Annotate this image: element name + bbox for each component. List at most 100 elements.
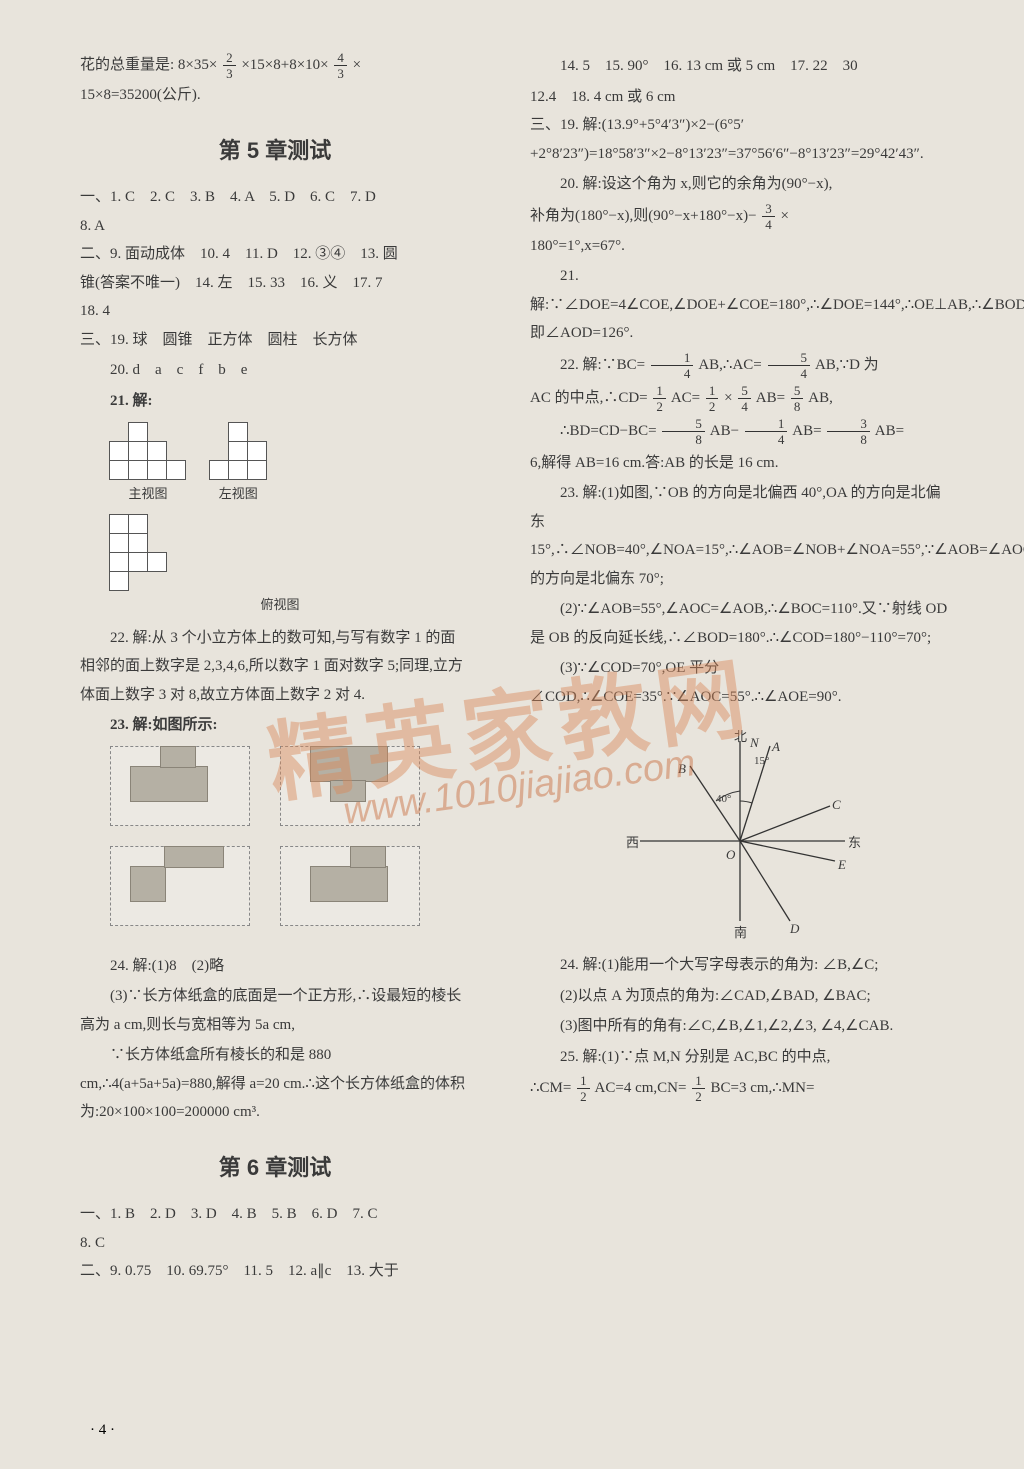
left-view: 左视图 xyxy=(210,423,267,507)
ch6-answers-2: 二、9. 0.75 10. 69.75° 11. 5 12. a∥c 13. 大… xyxy=(80,1257,470,1286)
ch5-answers-2c: 18. 4 xyxy=(80,297,470,326)
ch5-answers-1b: 8. A xyxy=(80,212,470,241)
dir-south: 南 xyxy=(734,921,747,946)
orthographic-views: 主视图 左视图 俯视图 xyxy=(80,423,470,617)
r-q22-b: AB,∴AC= xyxy=(698,356,761,372)
right-column: 14. 5 15. 90° 16. 13 cm 或 5 cm 17. 22 30… xyxy=(530,50,950,1419)
fraction-2-3: 23 xyxy=(223,50,236,81)
label-C: C xyxy=(832,793,841,818)
r-q22: 22. 解:∵BC= 14 AB,∴AC= 54 AB,∵D 为 xyxy=(530,350,950,381)
ch5-q22: 22. 解:从 3 个小立方体上的数可知,与写有数字 1 的面相邻的面上数字是 … xyxy=(80,624,470,710)
r-q20-text-c: × xyxy=(781,207,789,223)
top-view-label: 俯视图 xyxy=(110,593,450,618)
r-q22-l: AB= xyxy=(875,422,904,438)
fraction-3-4: 34 xyxy=(762,201,775,232)
ch5-answers-2b: 锥(答案不唯一) 14. 左 15. 33 16. 义 17. 7 xyxy=(80,269,470,298)
r-q22-a: 22. 解:∵BC= xyxy=(560,356,645,372)
r-q25-b1: ∴CM= xyxy=(530,1080,571,1096)
label-O: O xyxy=(726,843,735,868)
r-q23-a: 23. 解:(1)如图,∵OB 的方向是北偏西 40°,OA 的方向是北偏东 1… xyxy=(530,479,950,593)
label-D: D xyxy=(790,917,799,942)
r-q22-line3: ∴BD=CD−BC= 58 AB− 14 AB= 38 AB= xyxy=(530,416,950,447)
r-q20-text-b: 补角为(180°−x),则(90°−x+180°−x)− xyxy=(530,207,757,223)
left-view-label: 左视图 xyxy=(210,482,267,507)
r-q22-k: AB= xyxy=(792,422,821,438)
direction-figure: 北 N A 15° B 40° C 东 E 西 O D 南 xyxy=(600,721,880,941)
fraction-1-2-a: 12 xyxy=(653,383,666,414)
r-q23-c: (3)∵∠COD=70°,OE 平分∠COD,∴∠COE=35°.∵∠AOC=5… xyxy=(530,654,950,711)
r-q25-a: 25. 解:(1)∵点 M,N 分别是 AC,BC 的中点, xyxy=(530,1043,950,1072)
intro-expression: 花的总重量是: 8×35× 23 ×15×8+8×10× 43 × xyxy=(80,50,470,81)
r-q22-line2: AC 的中点,∴CD= 12 AC= 12 × 54 AB= 58 AB, xyxy=(530,383,950,414)
dir-west: 西 xyxy=(626,831,639,856)
ch5-q23: 23. 解:如图所示: xyxy=(80,711,470,740)
net-fill-4b xyxy=(350,846,386,868)
fraction-1-4-b: 14 xyxy=(745,416,788,447)
r-q22-i: ∴BD=CD−BC= xyxy=(560,422,657,438)
intro-text-1: 花的总重量是: 8×35× xyxy=(80,57,217,73)
dir-east: 东 xyxy=(848,831,861,856)
top-view: 俯视图 xyxy=(110,515,450,618)
fraction-1-2-b: 12 xyxy=(706,383,719,414)
r-q22-j: AB− xyxy=(710,422,739,438)
net-fill-1b xyxy=(160,746,196,768)
fraction-1-2-c: 12 xyxy=(577,1073,590,1104)
direction-svg-icon xyxy=(600,721,880,941)
r-q25-b2: AC=4 cm,CN= xyxy=(595,1080,687,1096)
main-view: 主视图 xyxy=(110,423,186,507)
ch5-answers-2: 二、9. 面动成体 10. 4 11. D 12. ③④ 13. 圆 xyxy=(80,240,470,269)
intro-text-2: ×15×8+8×10× xyxy=(241,57,328,73)
r-q22-h: AB, xyxy=(808,389,833,405)
r-line-2: 12.4 18. 4 cm 或 6 cm xyxy=(530,83,950,112)
page-container: 花的总重量是: 8×35× 23 ×15×8+8×10× 43 × 15×8=3… xyxy=(80,50,944,1419)
net-fill-2b xyxy=(330,780,366,802)
r-q23-b: (2)∵∠AOB=55°,∠AOC=∠AOB,∴∠BOC=110°.又∵射线 O… xyxy=(530,595,950,652)
chapter-5-title: 第 5 章测试 xyxy=(80,130,470,172)
fraction-1-2-d: 12 xyxy=(692,1073,705,1104)
net-fill-2 xyxy=(310,746,388,782)
r-q24-c: (3)图中所有的角有:∠C,∠B,∠1,∠2,∠3, ∠4,∠CAB. xyxy=(530,1012,950,1041)
ch5-q24a: 24. 解:(1)8 (2)略 xyxy=(80,952,470,981)
r-q20-b: 补角为(180°−x),则(90°−x+180°−x)− 34 × xyxy=(530,201,950,232)
net-figures xyxy=(110,746,470,946)
r-q22-e: AC= xyxy=(671,389,700,405)
r-q22-line4: 6,解得 AB=16 cm.答:AB 的长是 16 cm. xyxy=(530,449,950,478)
fraction-5-8: 58 xyxy=(791,383,804,414)
fraction-5-4: 54 xyxy=(768,350,811,381)
fraction-3-8: 38 xyxy=(827,416,870,447)
r-q21: 21. 解:∵∠DOE=4∠COE,∠DOE+∠COE=180°,∴∠DOE=1… xyxy=(530,262,950,348)
r-q19: 三、19. 解:(13.9°+5°4′3″)×2−(6°5′+2°8′23″)=… xyxy=(530,111,950,168)
label-A: A xyxy=(772,735,780,760)
net-fill-4 xyxy=(310,866,388,902)
intro-line-2: 15×8=35200(公斤). xyxy=(80,81,470,110)
label-B: B xyxy=(678,757,686,782)
r-q22-d: AC 的中点,∴CD= xyxy=(530,389,648,405)
fraction-4-3: 43 xyxy=(334,50,347,81)
ch6-answers-1: 一、1. B 2. D 3. D 4. B 5. B 6. D 7. C xyxy=(80,1200,470,1229)
r-q25-b3: BC=3 cm,∴MN= xyxy=(710,1080,814,1096)
ch5-answers-4: 20. d a c f b e xyxy=(80,356,470,385)
r-q20-text-a: 20. 解:设这个角为 x,则它的余角为(90°−x), xyxy=(560,176,832,192)
net-fill-3b xyxy=(164,846,224,868)
main-view-label: 主视图 xyxy=(110,482,186,507)
ch5-answers-1: 一、1. C 2. C 3. B 4. A 5. D 6. C 7. D xyxy=(80,183,470,212)
r-q20-a: 20. 解:设这个角为 x,则它的余角为(90°−x), xyxy=(530,170,950,199)
r-q22-f: × xyxy=(724,389,732,405)
r-line-1: 14. 5 15. 90° 16. 13 cm 或 5 cm 17. 22 30 xyxy=(530,52,950,81)
fraction-5-4-b: 54 xyxy=(738,383,751,414)
chapter-6-title: 第 6 章测试 xyxy=(80,1147,470,1189)
ch6-answers-1b: 8. C xyxy=(80,1229,470,1258)
r-q22-g: AB= xyxy=(756,389,785,405)
ch5-answers-3: 三、19. 球 圆锥 正方体 圆柱 长方体 xyxy=(80,326,470,355)
ch5-q24b: (3)∵长方体纸盒的底面是一个正方形,∴设最短的棱长高为 a cm,则长与宽相等… xyxy=(80,982,470,1039)
ch5-q21: 21. 解: xyxy=(80,387,470,416)
angle-15: 15° xyxy=(754,751,769,772)
r-q24-a: 24. 解:(1)能用一个大写字母表示的角为: ∠B,∠C; xyxy=(530,951,950,980)
label-E: E xyxy=(838,853,846,878)
net-fill-1 xyxy=(130,766,208,802)
r-q20-d: 180°=1°,x=67°. xyxy=(530,232,950,261)
left-column: 花的总重量是: 8×35× 23 ×15×8+8×10× 43 × 15×8=3… xyxy=(80,50,470,1419)
ch5-q24c: ∵长方体纸盒所有棱长的和是 880 cm,∴4(a+5a+5a)=880,解得 … xyxy=(80,1041,470,1127)
fraction-1-4-a: 14 xyxy=(651,350,694,381)
r-q25-b: ∴CM= 12 AC=4 cm,CN= 12 BC=3 cm,∴MN= xyxy=(530,1073,950,1104)
